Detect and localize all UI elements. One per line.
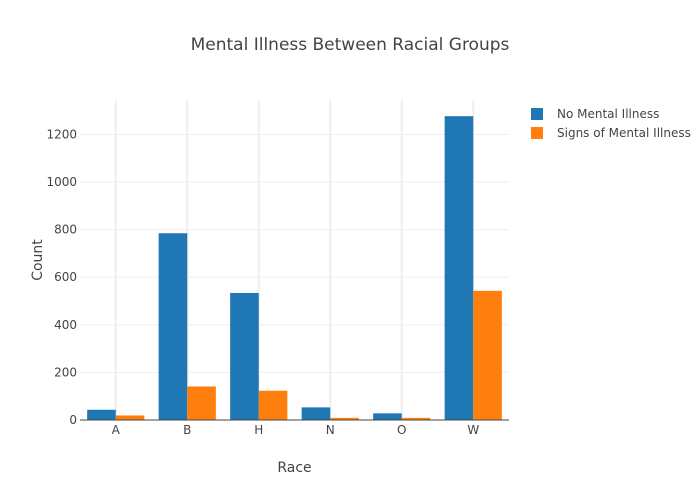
- bar-no-mental-illness-a[interactable]: [87, 409, 116, 420]
- y-tick-label: 0: [69, 413, 77, 427]
- bar-signs-of-mental-illness-b[interactable]: [187, 386, 216, 420]
- x-axis-title: Race: [277, 460, 311, 476]
- x-tick-label: O: [397, 423, 406, 437]
- bar-signs-of-mental-illness-n[interactable]: [330, 417, 359, 420]
- y-tick-label: 800: [54, 223, 77, 237]
- x-tick-label: W: [467, 423, 479, 437]
- legend-label: No Mental Illness: [557, 107, 659, 121]
- bar-no-mental-illness-n[interactable]: [301, 407, 331, 420]
- bar-signs-of-mental-illness-o[interactable]: [401, 417, 431, 420]
- y-tick-label: 1200: [46, 127, 77, 141]
- bar-no-mental-illness-b[interactable]: [158, 233, 188, 420]
- legend-label: Signs of Mental Illness: [557, 126, 691, 140]
- legend-item[interactable]: No Mental Illness: [531, 107, 659, 121]
- bar-signs-of-mental-illness-h[interactable]: [258, 390, 288, 420]
- y-tick-label: 600: [54, 270, 77, 284]
- bar-signs-of-mental-illness-a[interactable]: [115, 415, 145, 420]
- bar-signs-of-mental-illness-w[interactable]: [473, 290, 502, 420]
- y-axis-title: Count: [30, 239, 46, 281]
- bar-no-mental-illness-o[interactable]: [373, 413, 402, 420]
- legend-swatch: [531, 108, 543, 120]
- legend[interactable]: No Mental Illness Signs of Mental Illness: [531, 107, 691, 140]
- x-tick-label: A: [112, 423, 121, 437]
- axis-layer: 0 200 400 600 800 1000 1200 A B H N O W: [46, 127, 509, 437]
- y-tick-label: 400: [54, 318, 77, 332]
- y-tick-label: 200: [54, 365, 77, 379]
- legend-item[interactable]: Signs of Mental Illness: [531, 126, 691, 140]
- chart-title: Mental Illness Between Racial Groups: [191, 35, 510, 55]
- y-tick-label: 1000: [46, 175, 77, 189]
- x-tick-label: H: [254, 423, 263, 437]
- x-tick-label: N: [326, 423, 335, 437]
- legend-swatch: [531, 127, 543, 139]
- bar-layer: [87, 116, 502, 420]
- x-tick-label: B: [183, 423, 191, 437]
- bar-no-mental-illness-w[interactable]: [444, 116, 474, 420]
- bar-no-mental-illness-h[interactable]: [230, 292, 259, 420]
